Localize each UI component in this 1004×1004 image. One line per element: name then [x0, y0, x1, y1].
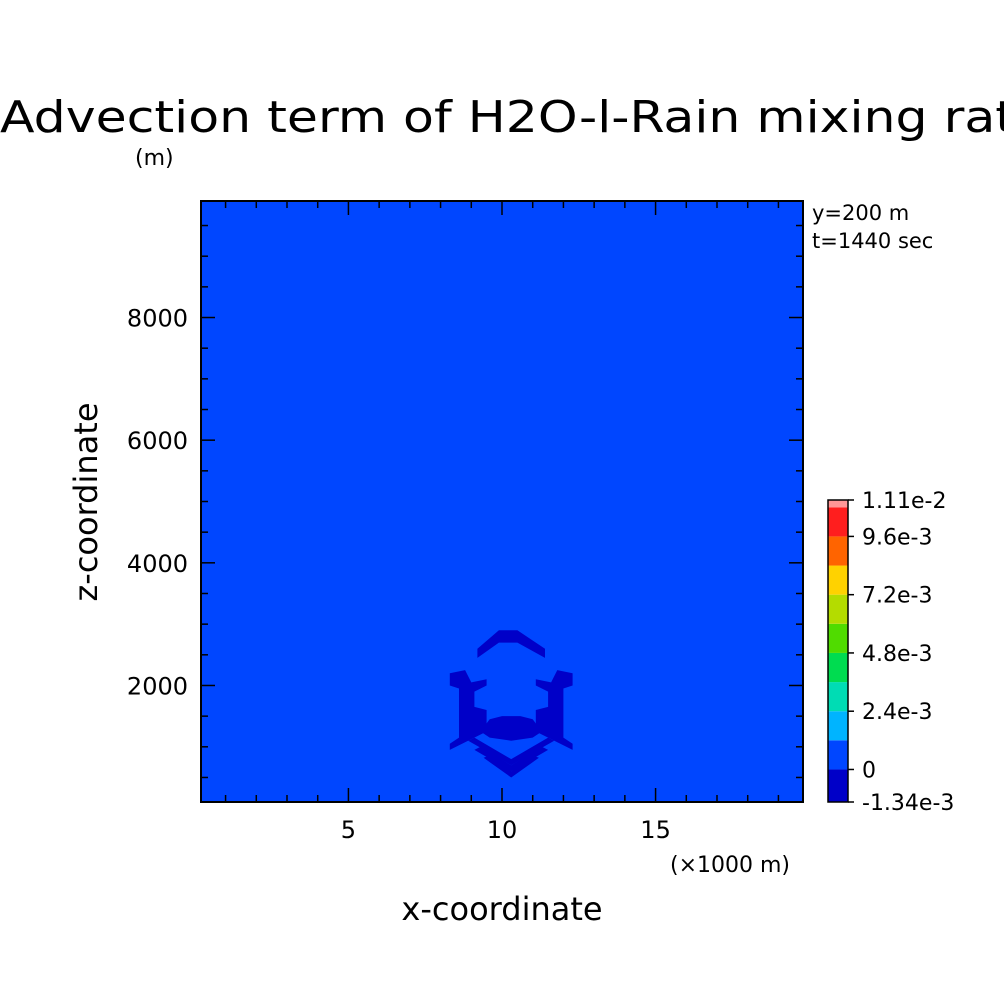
axis-ticks [201, 201, 803, 802]
y-axis-label: z-coordinate [67, 402, 105, 601]
colorbar-tick-label: 1.11e-2 [862, 489, 946, 514]
plot-area [200, 200, 804, 803]
colorbar-labels: 1.11e-2 9.6e-3 7.2e-3 4.8e-3 2.4e-3 0 -1.34e-3 [848, 489, 954, 816]
region-center-blob [480, 716, 542, 741]
y-tick-label: 4000 [127, 550, 188, 578]
colorbar-tick-label: 2.4e-3 [862, 700, 932, 725]
x-tick-labels: 5 10 15 [341, 816, 671, 844]
colorbar-tick-label: 9.6e-3 [862, 525, 932, 550]
annotation-y: y=200 m [812, 201, 909, 225]
x-tick-label: 15 [640, 816, 671, 844]
plot-background [201, 201, 803, 802]
colorbar-swatch [828, 507, 848, 537]
colorbar-swatch [828, 565, 848, 595]
colorbar-tick-label: 0 [862, 758, 876, 783]
colorbar-tick-label: 7.2e-3 [862, 584, 932, 609]
y-tick-label: 6000 [127, 427, 188, 455]
region-left-column [449, 670, 487, 750]
region-upper-arc [477, 630, 545, 658]
colorbar-swatch [828, 536, 848, 566]
colorbar-swatch [828, 594, 848, 624]
colorbar-swatch [828, 682, 848, 712]
colorbar-swatch [828, 740, 848, 770]
y-tick-label: 2000 [127, 672, 188, 700]
colorbar-tick-label: -1.34e-3 [862, 791, 954, 816]
colorbar-swatch [828, 500, 848, 508]
colorbar-swatch [828, 623, 848, 653]
region-chevron-2 [474, 746, 549, 772]
chart-title: Advection term of H2O-l-Rain mixing rati… [0, 92, 1004, 143]
y-tick-labels: 2000 4000 6000 8000 [127, 305, 188, 701]
x-axis-label: x-coordinate [401, 890, 602, 928]
region-chevron-1 [468, 737, 555, 766]
x-unit-note: (×1000 m) [670, 853, 790, 878]
colorbar-swatch [828, 769, 848, 802]
colorbar-tick-label: 4.8e-3 [862, 642, 932, 667]
negative-regions [449, 630, 573, 778]
region-right-column [535, 670, 573, 750]
y-tick-label: 8000 [127, 305, 188, 333]
annotation-t: t=1440 sec [812, 229, 933, 253]
units-label: (m) [135, 146, 174, 171]
x-tick-label: 5 [341, 816, 356, 844]
x-tick-label: 10 [487, 816, 518, 844]
region-chevron-3 [483, 755, 539, 778]
colorbar [827, 499, 849, 803]
colorbar-swatch [828, 711, 848, 741]
colorbar-frame [827, 499, 849, 803]
colorbar-swatch [828, 652, 848, 683]
